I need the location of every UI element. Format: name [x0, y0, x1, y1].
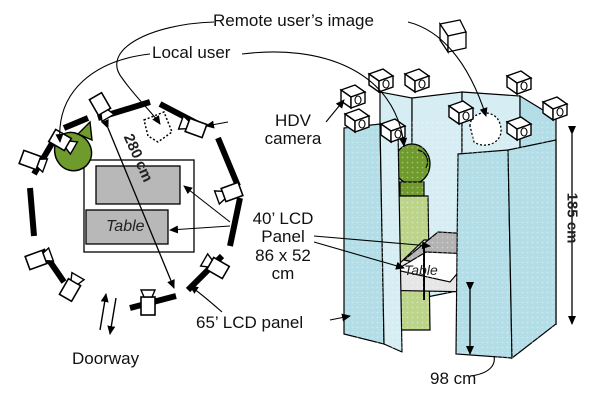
lcd40-label-line3: 86 x 52 [255, 245, 311, 265]
top-view [18, 91, 244, 335]
dim-98-label: 98 cm [430, 369, 477, 388]
doorway-label: Doorway [72, 349, 140, 368]
lcd40-label-line2: Panel [261, 227, 305, 247]
hdv-camera-label-line2: camera [264, 129, 322, 149]
remote-image-top [143, 111, 173, 143]
doorway-arrow-in [99, 293, 109, 331]
dim-185-label: 185 cm [563, 192, 581, 244]
hdv-camera-label-line1: HDV [275, 111, 311, 130]
lcd40-label-line1: 40’ LCD [252, 209, 314, 228]
lcd40-label: 40’ LCD Panel 86 x 52 cm [244, 209, 322, 284]
leader-lines [55, 21, 495, 377]
doorway-arrow-out [107, 297, 117, 335]
lcd40-label-line4: cm [271, 264, 295, 284]
dim-280-arrow [101, 119, 175, 289]
local-user-label: Local user [152, 43, 231, 62]
table-right-label: Table [404, 262, 438, 278]
hdv-camera-label: HDV camera [258, 111, 328, 149]
booth-3d-view [340, 19, 576, 360]
table-left-label: Table [106, 218, 145, 235]
remote-user-image-label: Remote user’s image [213, 11, 374, 30]
lcd65-label: 65’ LCD panel [196, 313, 304, 332]
